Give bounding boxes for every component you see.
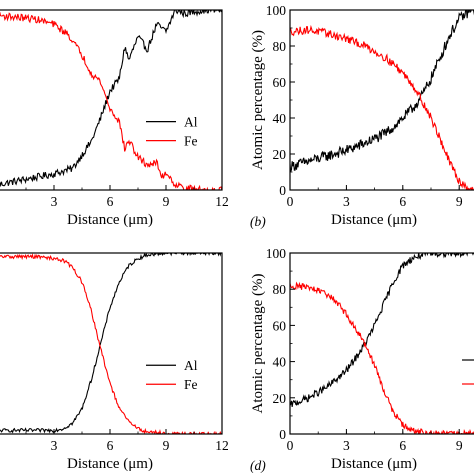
plot-frame [289,9,474,191]
x-axis-title: Distance (μm) [331,212,417,228]
x-tick-label: 6 [399,438,406,453]
panel-label: (d) [250,458,266,473]
series-line-1 [290,10,474,172]
series-line-al [0,10,222,188]
series-line-al [0,253,222,434]
y-tick-label: 0 [279,427,286,442]
y-tick-label: 80 [273,282,287,297]
panel-2: 0 3 6 9 0 20 40 60 80 100 Distance (μm) Atomic perc… [250,3,474,229]
plot-frame [0,252,223,435]
y-tick-label: 0 [279,183,286,198]
x-tick-label: 3 [51,438,58,453]
y-tick-label: 40 [273,111,287,126]
legend-label-al: Al [184,115,198,130]
x-tick-label: 0 [287,438,294,453]
x-tick-label: 9 [163,438,170,453]
y-tick-label: 40 [273,355,287,370]
x-axis-title: Distance (μm) [331,456,417,472]
y-tick-label: 20 [273,391,287,406]
y-tick-label: 60 [273,318,287,333]
x-tick-label: 6 [399,194,406,209]
plot-frame [289,252,474,435]
y-tick-label: 60 [273,75,287,90]
x-tick-label: 6 [107,194,114,209]
x-tick-label: 9 [456,438,463,453]
y-tick-label: 100 [266,3,287,18]
panel-3: 3 6 9 12 Distance (μm) Al Fe [0,252,229,472]
series-line-fe [0,253,222,434]
plot-frame [0,9,223,191]
x-axis-title: Distance (μm) [67,212,153,228]
x-tick-label: 3 [51,194,58,209]
panel-4: 0 3 6 9 0 20 40 60 80 100 Distance (μm) Atomic perc… [250,246,474,473]
x-tick-label: 9 [163,194,170,209]
legend-label-fe: Fe [184,134,198,149]
x-tick-label: 9 [456,194,463,209]
x-tick-label: 12 [215,438,229,453]
series-line-2 [290,281,474,434]
panel-label: (b) [250,214,266,229]
y-tick-label: 80 [273,39,287,54]
legend-label-fe: Fe [184,377,198,392]
x-tick-label: 3 [343,438,350,453]
y-axis-title: Atomic percentage (%) [250,30,266,170]
series-line-2 [290,24,474,190]
x-tick-label: 0 [287,194,294,209]
x-tick-label: 12 [215,194,229,209]
panel-1: 3 6 9 12 Distance (μm) Al Fe [0,9,229,228]
y-axis-title: Atomic percentage (%) [250,274,266,414]
x-tick-label: 6 [107,438,114,453]
x-axis-title: Distance (μm) [67,456,153,472]
y-tick-label: 20 [273,147,287,162]
y-tick-label: 100 [266,246,287,261]
series-line-fe [0,12,222,190]
legend-label-al: Al [184,358,198,373]
x-tick-label: 3 [343,194,350,209]
